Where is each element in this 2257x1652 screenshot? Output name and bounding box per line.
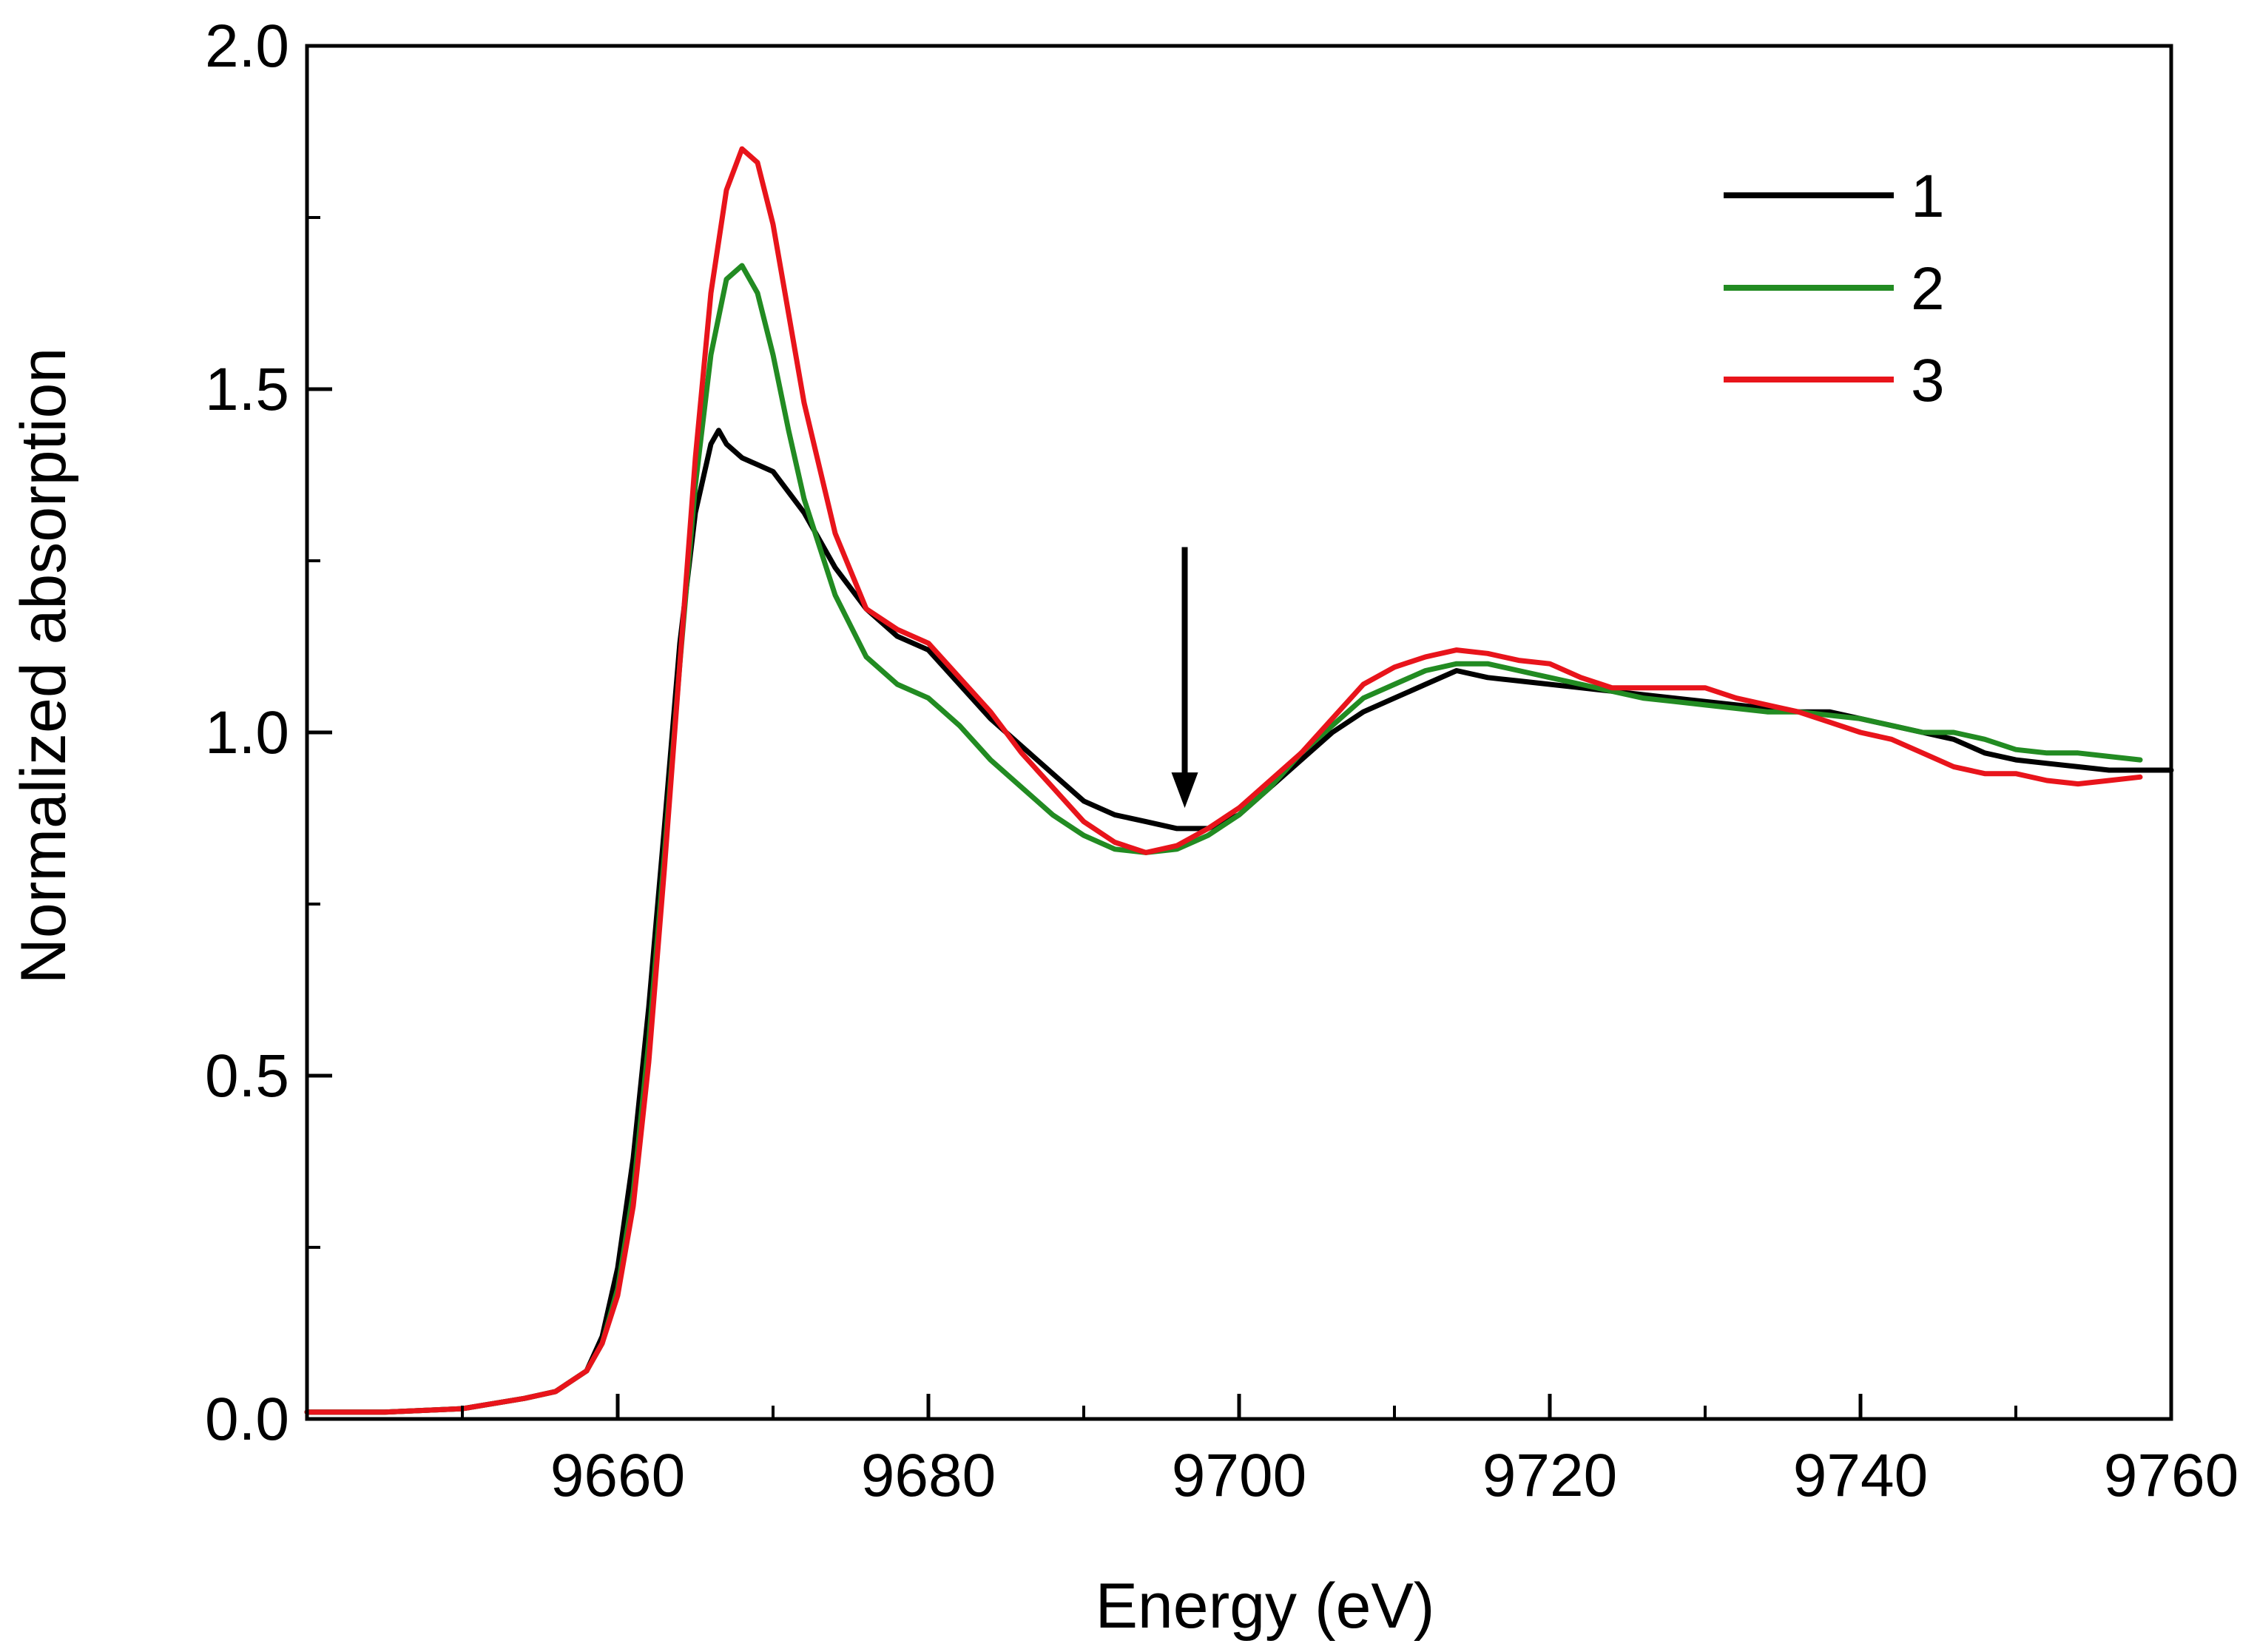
plot-series	[304, 146, 2174, 1415]
x-tick-label: 9740	[1793, 1442, 1928, 1509]
y-tick-label: 1.5	[205, 356, 289, 423]
y-tick-label: 0.5	[205, 1042, 289, 1110]
x-tick-label: 9680	[861, 1442, 996, 1509]
x-axis-ticks: 9660 9680 9700 9720 9740 9760	[461, 1394, 2239, 1509]
x-tick-label: 9760	[2104, 1442, 2239, 1509]
series-line-1	[304, 428, 2174, 1415]
x-axis-title: Energy (eV)	[1096, 1571, 1435, 1642]
x-tick-label: 9700	[1172, 1442, 1306, 1509]
legend-label-3: 3	[1911, 347, 1945, 414]
y-tick-label: 0.0	[205, 1386, 289, 1453]
legend-label-2: 2	[1911, 255, 1945, 323]
legend: 1 2 3	[1724, 163, 1945, 414]
legend-label-1: 1	[1911, 163, 1945, 230]
x-tick-label: 9660	[550, 1442, 685, 1509]
arrow-annotation	[1171, 547, 1198, 809]
y-axis-title: Normalized absorption	[8, 348, 79, 984]
y-tick-label: 2.0	[205, 13, 289, 80]
y-axis-ticks: 0.0 0.5 1.0 1.5 2.0	[205, 13, 332, 1453]
plot-frame	[305, 44, 2173, 1421]
x-tick-label: 9720	[1482, 1442, 1617, 1509]
y-tick-label: 1.0	[205, 699, 289, 766]
series-line-3	[304, 146, 2143, 1415]
series-line-2	[304, 263, 2143, 1415]
arrow-head	[1171, 772, 1198, 809]
